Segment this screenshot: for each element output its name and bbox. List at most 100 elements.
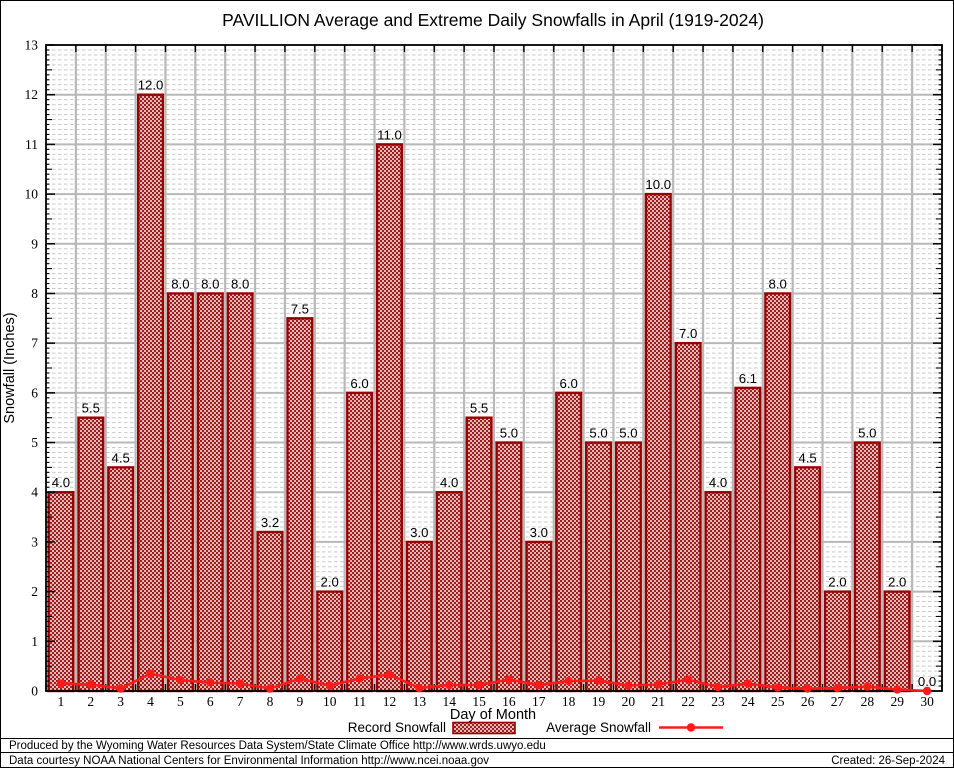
bar-value-label-day-11: 6.0 bbox=[350, 376, 368, 391]
x-tick-label-7: 7 bbox=[237, 694, 244, 709]
average-point-day-11 bbox=[355, 674, 364, 683]
x-tick-label-11: 11 bbox=[353, 694, 366, 709]
record-bar-day-11 bbox=[346, 391, 374, 693]
average-point-day-30 bbox=[922, 686, 932, 696]
x-tick-label-18: 18 bbox=[562, 694, 576, 709]
y-axis-label: Snowfall (Inches) bbox=[2, 312, 18, 423]
average-point-day-29 bbox=[893, 685, 902, 694]
average-point-day-5 bbox=[176, 675, 185, 685]
footer-produced-by: Produced by the Wyoming Water Resources … bbox=[9, 739, 546, 752]
x-tick-label-25: 25 bbox=[771, 694, 785, 709]
legend-record-swatch-icon bbox=[452, 721, 516, 735]
day-boundary-gridlines bbox=[74, 45, 914, 691]
x-axis-label: Day of Month bbox=[450, 707, 536, 723]
bar-value-labels: 4.0 5.5 4.5 12.0 8.0 8.0 8.0 3.2 7.5 2.0 6.0 11.0 3.… bbox=[52, 78, 936, 689]
average-snowfall-line bbox=[60, 672, 928, 693]
bar-value-label-day-1: 4.0 bbox=[52, 475, 70, 490]
average-point-day-19 bbox=[594, 676, 603, 685]
x-tick-label-2: 2 bbox=[87, 694, 94, 709]
average-point-day-6 bbox=[206, 678, 215, 687]
x-tick-label-30: 30 bbox=[920, 694, 934, 709]
bar-value-label-day-10: 2.0 bbox=[321, 575, 339, 590]
bar-value-label-day-23: 4.0 bbox=[709, 475, 727, 490]
record-bar-day-14 bbox=[435, 491, 463, 693]
record-bar-day-26 bbox=[794, 466, 822, 693]
record-bar-day-10 bbox=[316, 590, 344, 693]
x-tick-label-23: 23 bbox=[711, 694, 725, 709]
bar-value-label-day-6: 8.0 bbox=[201, 276, 219, 291]
average-point-day-3 bbox=[116, 684, 125, 693]
y-tick-label-8: 8 bbox=[31, 286, 38, 301]
y-tick-label-9: 9 bbox=[31, 236, 38, 251]
y-tick-label-3: 3 bbox=[31, 534, 38, 549]
x-tick-label-21: 21 bbox=[652, 694, 666, 709]
bar-value-label-day-13: 3.0 bbox=[410, 525, 428, 540]
x-tick-label-5: 5 bbox=[177, 694, 184, 709]
bar-value-label-day-21: 10.0 bbox=[645, 177, 671, 192]
bar-value-label-day-22: 7.0 bbox=[679, 326, 697, 341]
record-bar-day-20 bbox=[614, 441, 642, 693]
record-bar-day-23 bbox=[704, 491, 732, 693]
x-tick-label-29: 29 bbox=[890, 694, 904, 709]
x-tick-label-15: 15 bbox=[472, 694, 486, 709]
x-tick-label-24: 24 bbox=[741, 694, 755, 709]
record-bar-day-29 bbox=[883, 590, 911, 693]
record-bar-day-3 bbox=[107, 466, 135, 693]
bar-value-label-day-20: 5.0 bbox=[619, 426, 637, 441]
bar-value-label-day-4: 12.0 bbox=[138, 78, 164, 93]
average-snowfall-markers bbox=[56, 669, 932, 696]
bar-value-label-day-28: 5.0 bbox=[858, 426, 876, 441]
average-point-day-18 bbox=[564, 676, 573, 686]
x-tick-label-9: 9 bbox=[296, 694, 303, 709]
x-tick-label-19: 19 bbox=[592, 694, 606, 709]
average-point-day-7 bbox=[235, 679, 245, 688]
record-bar-day-8 bbox=[256, 530, 284, 693]
y-tick-label-5: 5 bbox=[31, 435, 38, 450]
plot-border bbox=[45, 44, 943, 692]
bar-value-label-day-24: 6.1 bbox=[739, 371, 757, 386]
average-point-day-8 bbox=[265, 684, 275, 693]
record-bar-day-24 bbox=[734, 386, 762, 693]
bar-value-label-day-14: 4.0 bbox=[440, 475, 458, 490]
bar-value-label-day-30: 0.0 bbox=[918, 674, 936, 689]
chart-title: PAVILLION Average and Extreme Daily Snow… bbox=[222, 10, 764, 30]
bar-value-label-day-26: 4.5 bbox=[798, 450, 816, 465]
bar-value-label-day-19: 5.0 bbox=[589, 426, 607, 441]
record-bar-day-4 bbox=[136, 93, 165, 693]
y-tick-label-11: 11 bbox=[25, 137, 38, 152]
record-bar-day-28 bbox=[853, 441, 881, 693]
y-tick-label-12: 12 bbox=[25, 87, 39, 102]
average-point-day-26 bbox=[803, 684, 812, 693]
record-bar-day-6 bbox=[196, 292, 224, 693]
x-tick-label-22: 22 bbox=[681, 694, 695, 709]
average-point-day-4 bbox=[146, 669, 155, 678]
x-tick-labels: 1 2 3 4 5 6 7 8 9 10 11 12 13 14 15 16 17 18 19 20 21 22 23 24 2… bbox=[58, 694, 935, 709]
chart-legend: Record Snowfall Average Snowfall bbox=[348, 720, 723, 735]
average-point-day-15 bbox=[474, 680, 484, 690]
record-bar-day-17 bbox=[525, 540, 553, 693]
average-point-day-24 bbox=[743, 679, 753, 688]
average-point-day-13 bbox=[415, 683, 424, 693]
y-tick-label-0: 0 bbox=[31, 684, 38, 699]
average-point-day-21 bbox=[654, 680, 663, 689]
y-tick-label-10: 10 bbox=[25, 187, 39, 202]
footer-data-courtesy: Data courtesy NOAA National Centers for … bbox=[9, 754, 490, 767]
bar-value-label-day-16: 5.0 bbox=[500, 426, 518, 441]
x-boundary-ticks bbox=[45, 45, 943, 691]
x-tick-label-1: 1 bbox=[58, 694, 65, 709]
x-tick-label-10: 10 bbox=[323, 694, 337, 709]
y-tick-label-7: 7 bbox=[31, 336, 38, 351]
record-snowfall-bars bbox=[47, 93, 911, 693]
footer-produced-by-row: Produced by the Wyoming Water Resources … bbox=[1, 738, 953, 752]
x-tick-label-28: 28 bbox=[861, 694, 875, 709]
bar-value-label-day-7: 8.0 bbox=[231, 276, 249, 291]
footer-created-date: Created: 26-Sep-2024 bbox=[831, 754, 945, 767]
x-tick-label-16: 16 bbox=[502, 694, 516, 709]
average-point-day-23 bbox=[713, 682, 723, 692]
average-point-day-28 bbox=[863, 682, 872, 691]
record-bar-day-13 bbox=[405, 540, 433, 693]
bar-value-label-day-27: 2.0 bbox=[828, 575, 846, 590]
record-bar-day-16 bbox=[495, 441, 523, 693]
bar-value-label-day-12: 11.0 bbox=[377, 127, 402, 142]
